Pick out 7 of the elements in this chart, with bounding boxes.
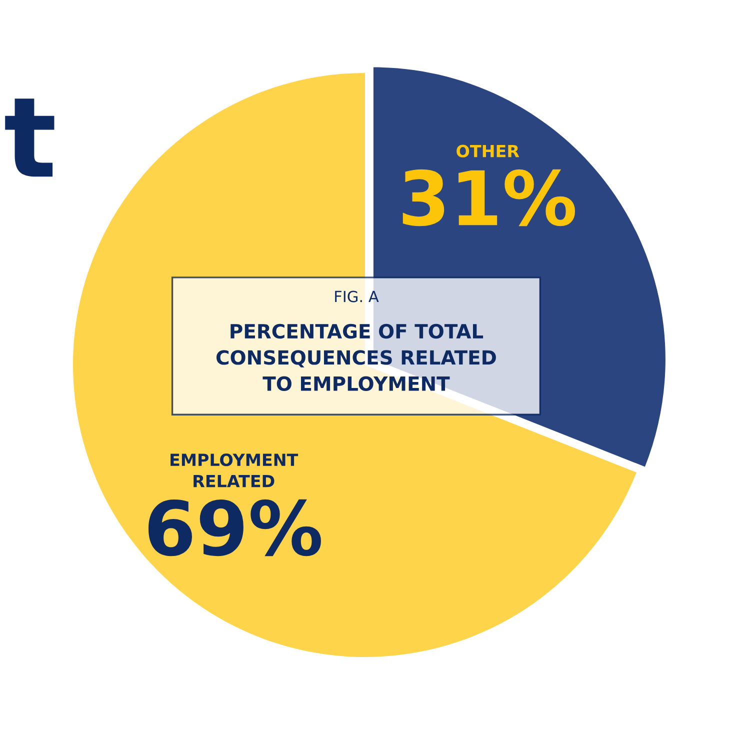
- text: PERCENTAGE OF TOTAL CONSEQUENCES RELATED TO EMPLOYMENT: [216, 324, 496, 392]
- text: FIG. A: [335, 290, 379, 302]
- slice-label: EMPLOYMENT RELATED: [170, 454, 298, 488]
- data-label: 69%: [148, 499, 321, 556]
- text: t: [5, 98, 54, 177]
- slice-label: OTHER: [456, 144, 520, 158]
- data-label: 31%: [402, 169, 576, 226]
